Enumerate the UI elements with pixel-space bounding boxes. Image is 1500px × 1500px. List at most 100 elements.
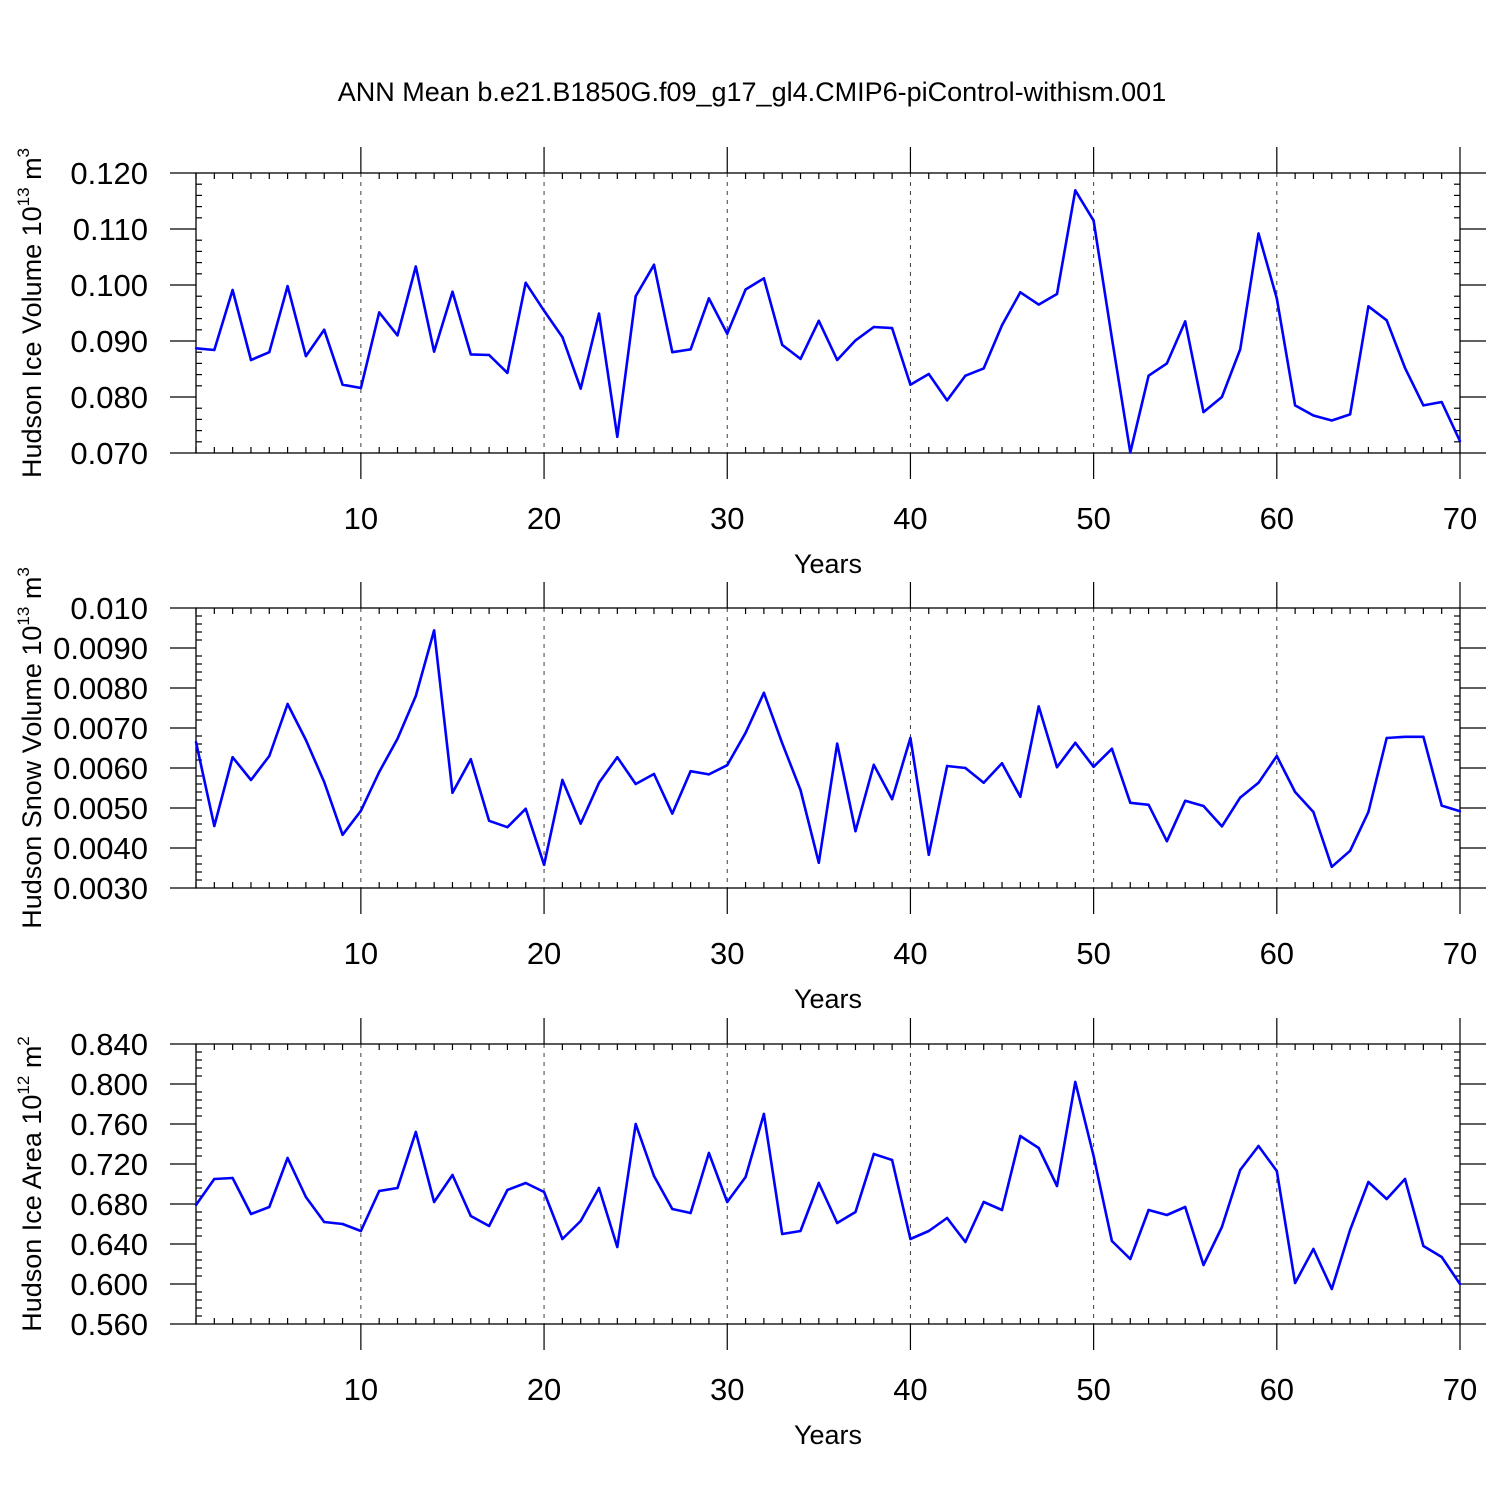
data-point: [469, 1214, 472, 1218]
data-point: [945, 399, 949, 402]
data-point: [799, 357, 802, 361]
data-point: [781, 343, 784, 347]
data-point: [341, 383, 344, 386]
data-point: [1220, 395, 1224, 399]
data-point: [1074, 741, 1077, 744]
x-tick-label-20: 20: [527, 936, 561, 971]
data-point: [1385, 736, 1388, 740]
data-point: [597, 781, 601, 784]
y-tick-label-2: 0.640: [70, 1227, 148, 1262]
data-point: [1403, 1177, 1407, 1181]
x-tick-label-30: 30: [710, 501, 744, 536]
y-axis-label-ylabel-main: Hudson Snow Volume 10: [17, 626, 47, 929]
x-tick-label-60: 60: [1260, 501, 1294, 536]
series-line: [194, 1080, 1462, 1291]
x-tick-label-40: 40: [893, 936, 927, 971]
data-point: [854, 1210, 857, 1214]
data-point: [1074, 1080, 1077, 1084]
data-point: [414, 694, 418, 698]
data-point: [1257, 1144, 1260, 1148]
data-point: [854, 339, 857, 342]
data-point: [671, 351, 674, 354]
y-tick-label-4: 0.110: [73, 212, 148, 247]
data-point: [359, 809, 363, 812]
data-point: [1184, 1205, 1187, 1209]
data-point: [304, 354, 308, 358]
data-point: [1440, 1255, 1443, 1259]
data-point: [451, 1173, 454, 1177]
data-point: [781, 742, 784, 745]
y-tick-label-5: 0.0080: [53, 671, 148, 706]
x-tick-label-10: 10: [344, 501, 378, 536]
y-axis-label-ylabel-unit-exp: 3: [14, 567, 33, 576]
y-tick-label-7: 0.010: [70, 591, 148, 626]
data-point: [1092, 219, 1095, 222]
data-point: [1238, 796, 1242, 799]
data-point: [377, 770, 381, 774]
data-point: [542, 863, 546, 866]
data-point: [561, 1237, 564, 1241]
panel-3: 10 20 30 40 50 60 70 0.560 0.600 0.640 0.680 0.720 0…: [14, 1018, 1486, 1450]
data-point: [451, 791, 454, 794]
data-point: [1055, 766, 1059, 769]
data-point: [524, 1181, 527, 1185]
data-point: [432, 350, 436, 353]
y-tick-label-3: 0.0060: [53, 751, 148, 786]
data-point: [945, 1216, 949, 1220]
x-tick-label-40: 40: [893, 501, 927, 536]
x-tick-label-50: 50: [1076, 936, 1110, 971]
plot-frame: [195, 1043, 1461, 1325]
x-tick-label-50: 50: [1076, 501, 1110, 536]
data-point: [1184, 320, 1187, 323]
data-point: [561, 778, 564, 782]
data-point: [1293, 790, 1297, 794]
data-point: [652, 263, 656, 267]
data-point: [634, 295, 637, 298]
data-point: [762, 1112, 766, 1116]
x-tick-label-40: 40: [893, 1372, 927, 1407]
data-point: [414, 265, 418, 268]
data-point: [726, 332, 729, 335]
y-axis-label-ylabel-exp: 12: [14, 1076, 33, 1095]
data-point: [341, 833, 344, 836]
data-point: [616, 435, 619, 438]
data-point: [1147, 1208, 1150, 1212]
x-tick-label-10: 10: [344, 1372, 378, 1407]
data-point: [1000, 762, 1004, 765]
y-tick-label-4: 0.0070: [53, 711, 148, 746]
data-point: [377, 1189, 381, 1193]
data-point: [432, 629, 436, 632]
data-point: [542, 1190, 546, 1194]
x-tick-label-30: 30: [710, 1372, 744, 1407]
data-point: [1165, 840, 1169, 843]
data-point: [707, 773, 711, 776]
data-point: [1110, 747, 1114, 750]
data-point: [268, 1205, 271, 1209]
data-point: [579, 822, 582, 825]
data-point: [1422, 404, 1425, 407]
data-point: [396, 1186, 399, 1190]
data-point: [1403, 366, 1407, 370]
data-point: [744, 731, 747, 734]
data-point: [890, 1158, 894, 1162]
data-point: [1147, 803, 1150, 806]
data-point: [286, 1156, 289, 1160]
series-line: [195, 189, 1462, 454]
data-point: [634, 782, 637, 786]
data-point: [506, 826, 509, 829]
y-axis-label-ylabel-main: Hudson Ice Area 10: [17, 1095, 47, 1332]
data-point: [579, 1219, 582, 1223]
x-tick-label-20: 20: [527, 1372, 561, 1407]
y-tick-label-4: 0.720: [70, 1147, 148, 1182]
data-point: [616, 756, 619, 759]
y-tick-label-5: 0.760: [70, 1107, 148, 1142]
data-point: [249, 778, 253, 782]
y-tick-label-6: 0.0090: [53, 631, 148, 666]
y-axis-label: Hudson Snow Volume 1013 m3: [14, 567, 47, 929]
x-tick-label-10: 10: [344, 936, 378, 971]
data-point: [909, 736, 912, 740]
x-tick-label-30: 30: [710, 936, 744, 971]
data-point: [964, 1240, 967, 1244]
data-point: [1293, 404, 1297, 407]
data-point: [1238, 1168, 1242, 1172]
